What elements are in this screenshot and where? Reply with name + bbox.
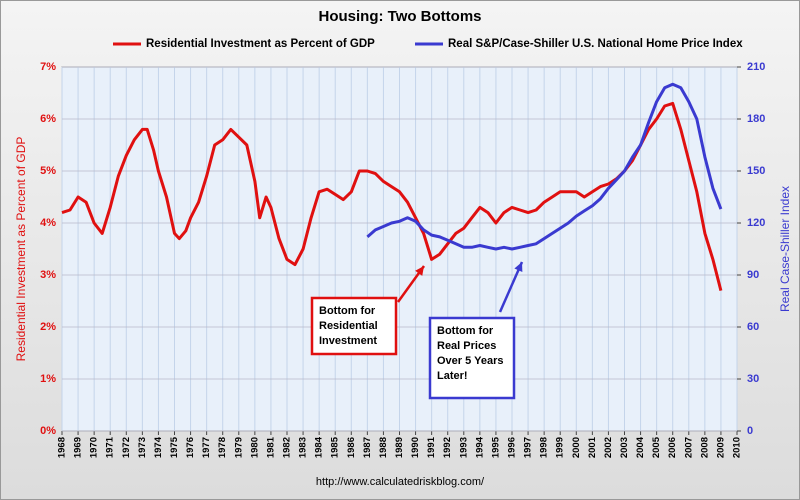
x-tick-label: 1978 <box>217 437 228 458</box>
y2-tick-label: 180 <box>747 113 765 125</box>
annotation-text: Investment <box>319 335 377 347</box>
x-tick-label: 1990 <box>410 437 421 458</box>
annotation-text: Later! <box>437 370 468 382</box>
x-tick-label: 1981 <box>265 436 276 458</box>
x-tick-label: 1982 <box>282 437 293 458</box>
y2-tick-label: 60 <box>747 321 759 333</box>
x-tick-label: 1992 <box>442 437 453 458</box>
x-tick-label: 2010 <box>732 437 743 458</box>
y2-tick-label: 150 <box>747 165 765 177</box>
y-tick-label: 0% <box>40 425 56 437</box>
x-tick-label: 1984 <box>314 436 325 458</box>
x-tick-label: 1987 <box>362 437 373 458</box>
x-tick-label: 2004 <box>635 436 646 458</box>
x-tick-label: 1988 <box>378 437 389 458</box>
x-tick-label: 1998 <box>539 437 550 458</box>
y-tick-label: 6% <box>40 113 56 125</box>
x-tick-label: 1989 <box>394 437 405 458</box>
y2-tick-label: 90 <box>747 269 759 281</box>
x-tick-label: 2007 <box>683 437 694 458</box>
arrow-head <box>415 266 424 276</box>
x-tick-label: 1995 <box>490 436 501 458</box>
x-tick-label: 1973 <box>137 437 148 458</box>
x-tick-label: 1994 <box>474 436 485 458</box>
y-tick-label: 5% <box>40 165 56 177</box>
annotation-box <box>428 316 516 400</box>
annotation-text: Over 5 Years <box>437 355 503 367</box>
y-tick-label: 3% <box>40 269 56 281</box>
x-tick-label: 2009 <box>715 437 726 458</box>
x-tick-label: 1983 <box>298 437 309 458</box>
x-tick-label: 1985 <box>330 436 341 458</box>
x-tick-label: 2002 <box>603 437 614 458</box>
x-tick-label: 1969 <box>73 437 84 458</box>
arrow-head <box>514 262 523 272</box>
y2-axis-label: Real Case-Shiller Index <box>778 186 792 312</box>
legend-label: Real S&P/Case-Shiller U.S. National Home… <box>448 38 743 50</box>
annotation-text: Bottom for <box>437 325 494 337</box>
x-tick-label: 1999 <box>555 437 566 458</box>
source: http://www.calculatedriskblog.com/ <box>316 476 485 488</box>
y-tick-label: 7% <box>40 61 56 73</box>
legend-label: Residential Investment as Percent of GDP <box>146 38 375 50</box>
y2-tick-label: 120 <box>747 217 765 229</box>
y2-tick-label: 0 <box>747 425 753 437</box>
line-series <box>366 82 723 251</box>
annotation-text: Bottom for <box>319 305 376 317</box>
line-series <box>61 101 723 291</box>
x-tick-label: 1974 <box>153 436 164 458</box>
x-tick-label: 2000 <box>571 437 582 458</box>
x-tick-label: 2005 <box>651 436 662 458</box>
y-tick-label: 1% <box>40 373 56 385</box>
x-tick-label: 1980 <box>249 437 260 458</box>
annotation-text: Real Prices <box>437 340 496 352</box>
x-tick-label: 2003 <box>619 437 630 458</box>
x-tick-label: 2001 <box>587 436 598 458</box>
x-tick-label: 1977 <box>201 437 212 458</box>
y-axis-label: Residential Investment as Percent of GDP <box>14 137 28 362</box>
y-tick-label: 2% <box>40 321 56 333</box>
y2-tick-label: 210 <box>747 61 765 73</box>
x-tick-label: 1996 <box>507 437 518 458</box>
x-tick-label: 1986 <box>346 437 357 458</box>
y-tick-label: 4% <box>40 217 56 229</box>
y2-tick-label: 30 <box>747 373 759 385</box>
x-tick-label: 1991 <box>426 436 437 458</box>
annotation-arrow <box>498 261 524 313</box>
x-tick-label: 2006 <box>667 437 678 458</box>
x-tick-label: 1975 <box>169 436 180 458</box>
x-tick-label: 1979 <box>233 437 244 458</box>
x-tick-label: 1971 <box>105 436 116 458</box>
x-tick-label: 1997 <box>523 437 534 458</box>
x-tick-label: 1993 <box>458 437 469 458</box>
x-tick-label: 1976 <box>185 437 196 458</box>
x-tick-label: 1970 <box>89 437 100 458</box>
chart-title: Housing: Two Bottoms <box>318 8 481 25</box>
annotation-text: Residential <box>319 320 378 332</box>
annotation-box <box>310 296 398 356</box>
x-tick-label: 2008 <box>699 437 710 458</box>
x-tick-label: 1968 <box>57 437 68 458</box>
x-tick-label: 1972 <box>121 437 132 458</box>
